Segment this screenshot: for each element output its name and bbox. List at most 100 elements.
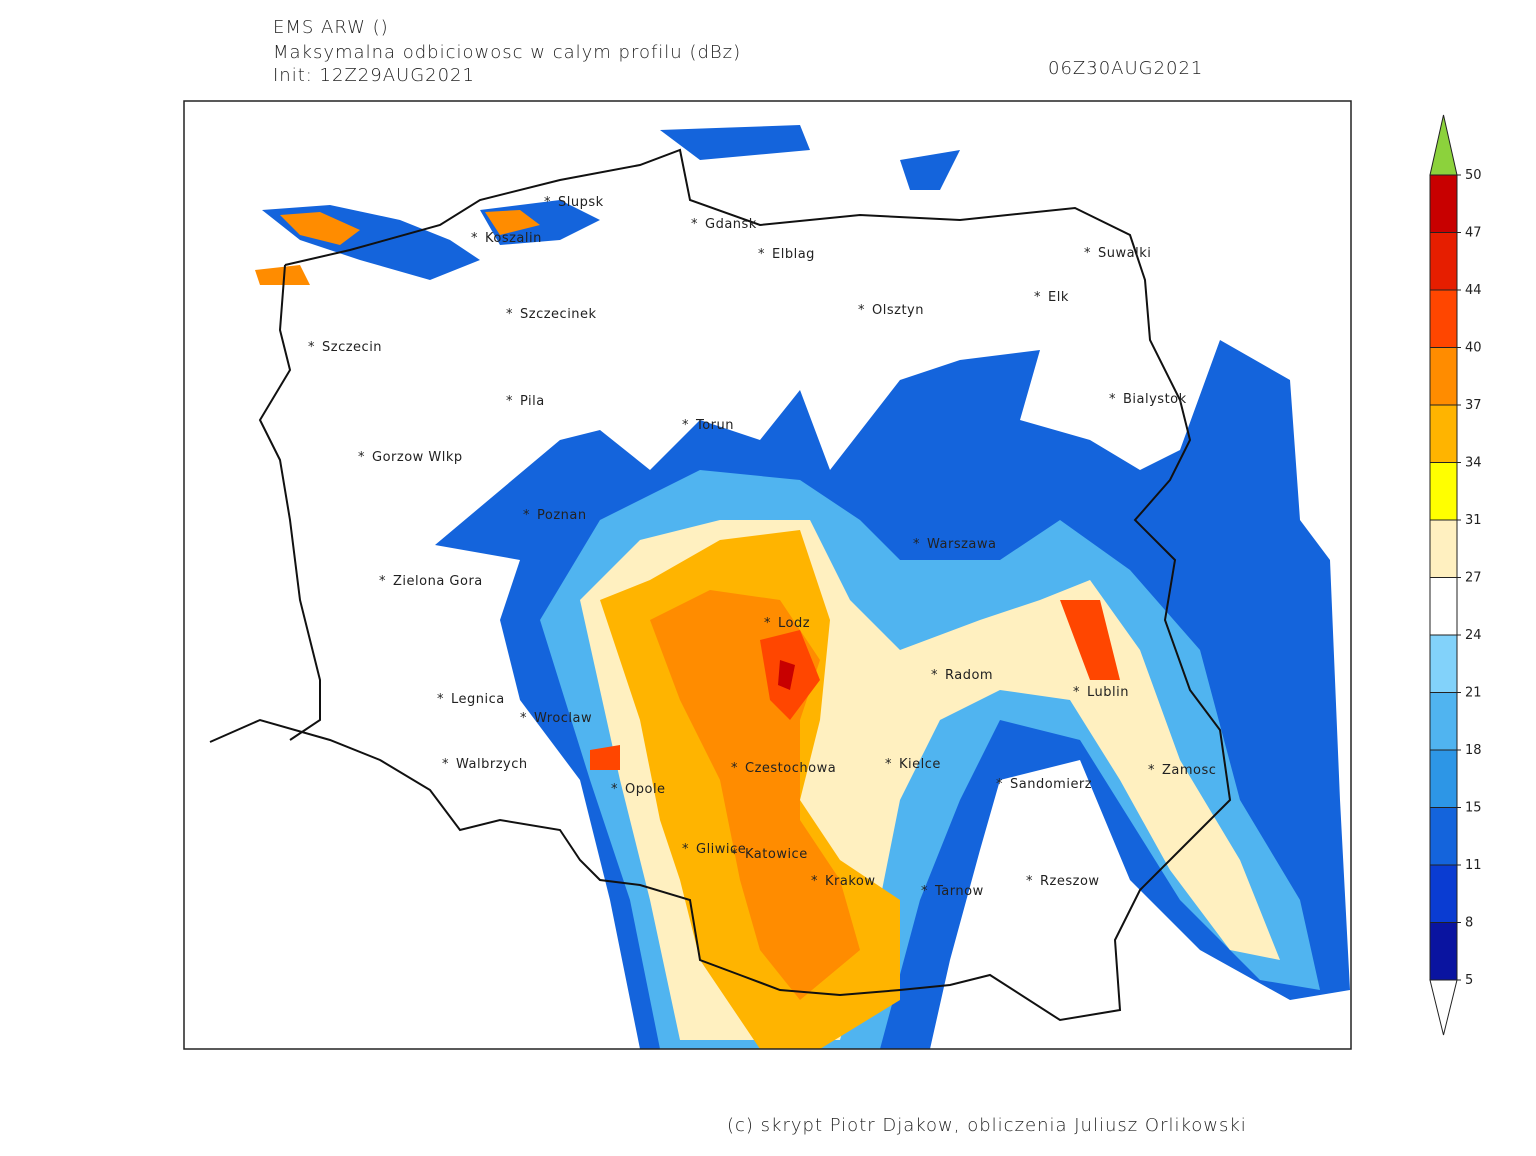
city-marker: * (520, 711, 527, 726)
city-name: Szczecinek (520, 307, 597, 322)
colorbar-band (1429, 519, 1458, 578)
colorbar-tick-label: 21 (1465, 686, 1482, 701)
city-marker: * (858, 303, 865, 318)
city-name: Katowice (745, 847, 808, 862)
city-name: Szczecin (322, 340, 382, 355)
colorbar-tick-label: 40 (1465, 341, 1482, 356)
colorbar-band (1429, 404, 1458, 463)
city-name: Kielce (899, 757, 941, 772)
title-model: EMS ARW () (273, 17, 389, 38)
colorbar-tick-label: 31 (1465, 513, 1482, 528)
city-marker: * (758, 247, 765, 262)
colorbar-band (1429, 807, 1458, 866)
city-marker: * (506, 394, 513, 409)
map-frame (183, 100, 1352, 1050)
colorbar: 5 8 11 15 18 21 24 27 31 34 37 40 44 47 50 (1429, 114, 1482, 1036)
colorbar-tick-label: 15 (1465, 801, 1482, 816)
colorbar-band (1429, 922, 1458, 981)
colorbar-tick-label: 50 (1465, 168, 1482, 183)
city-marker: * (1148, 763, 1155, 778)
city-marker: * (1109, 392, 1116, 407)
colorbar-band (1429, 634, 1458, 693)
colorbar-tick-label: 27 (1465, 571, 1482, 586)
city-name: Olsztyn (872, 303, 924, 318)
city-name: Zamosc (1162, 763, 1216, 778)
city-marker: * (379, 574, 386, 589)
colorbar-band (1429, 462, 1458, 521)
colorbar-band (1429, 864, 1458, 923)
city-name: Bialystok (1123, 392, 1187, 407)
colorbar-tick-label: 11 (1465, 858, 1482, 873)
city-marker: * (544, 195, 551, 210)
city-name: Warszawa (927, 537, 997, 552)
colorbar-tick-label: 8 (1465, 916, 1473, 931)
city-name: Lodz (778, 616, 810, 631)
colorbar-band (1429, 577, 1458, 636)
city-marker: * (682, 418, 689, 433)
city-marker: * (1073, 685, 1080, 700)
city-name: Koszalin (485, 231, 542, 246)
city-name: Radom (945, 668, 993, 683)
city-marker: * (308, 340, 315, 355)
city-marker: * (811, 874, 818, 889)
precipitation (255, 125, 1350, 1049)
colorbar-tick-label: 5 (1465, 973, 1473, 988)
title-field: Maksymalna odbiciowosc w calym profilu (… (273, 42, 741, 63)
city-marker: * (442, 757, 449, 772)
city-marker: * (931, 668, 938, 683)
city-name: Zielona Gora (393, 574, 483, 589)
city-marker: * (611, 782, 618, 797)
city-name: Rzeszow (1040, 874, 1100, 889)
city-name: Legnica (451, 692, 505, 707)
borders (209, 148, 1232, 1022)
colorbar-tick-label: 47 (1465, 226, 1482, 241)
city-marker: * (358, 450, 365, 465)
city-marker: * (471, 231, 478, 246)
city-marker: * (682, 842, 689, 857)
city-name: Walbrzych (456, 757, 528, 772)
city-name: Elblag (772, 247, 815, 262)
city-marker: * (1084, 246, 1091, 261)
colorbar-band (1429, 749, 1458, 808)
city-name: Lublin (1087, 685, 1129, 700)
city-name: Suwalki (1098, 246, 1151, 261)
city-marker: * (913, 537, 920, 552)
city-marker: * (996, 777, 1003, 792)
city-name: Tarnow (934, 884, 984, 899)
city-name: Sandomierz (1010, 777, 1092, 792)
colorbar-band (1429, 174, 1458, 233)
footer: (c) skrypt Piotr Djakow, obliczenia Juli… (727, 1115, 1247, 1136)
city-marker: * (921, 884, 928, 899)
valid-time: 06Z30AUG2021 (1048, 58, 1203, 79)
city-name: Torun (695, 418, 734, 433)
colorbar-tick-label: 34 (1465, 456, 1482, 471)
city-name: Gdansk (705, 217, 757, 232)
colorbar-band (1429, 347, 1458, 406)
city-name: Krakow (825, 874, 876, 889)
city-name: Wroclaw (534, 711, 592, 726)
city-marker: * (506, 307, 513, 322)
title-init: Init: 12Z29AUG2021 (273, 65, 475, 86)
city-marker: * (731, 847, 738, 862)
colorbar-under (1429, 979, 1458, 1036)
city-name: Opole (625, 782, 666, 797)
city-marker: * (691, 217, 698, 232)
colorbar-tick-label: 44 (1465, 283, 1482, 298)
city-marker: * (1034, 290, 1041, 305)
city-name: Poznan (537, 508, 587, 523)
city-marker: * (523, 508, 530, 523)
colorbar-tick-label: 37 (1465, 398, 1482, 413)
colorbar-band (1429, 232, 1458, 291)
city-marker: * (731, 761, 738, 776)
colorbar-tick-label: 24 (1465, 628, 1482, 643)
colorbar-band (1429, 289, 1458, 348)
city-name: Slupsk (558, 195, 604, 210)
colorbar-band (1429, 692, 1458, 751)
city-marker: * (437, 692, 444, 707)
city-name: Gorzow Wlkp (372, 450, 463, 465)
city-marker: * (1026, 874, 1033, 889)
city-name: Czestochowa (745, 761, 836, 776)
city-labels: * Slupsk* Gdansk* Koszalin* Elblag * Suwalki* E… (308, 195, 1216, 899)
city-marker: * (885, 757, 892, 772)
